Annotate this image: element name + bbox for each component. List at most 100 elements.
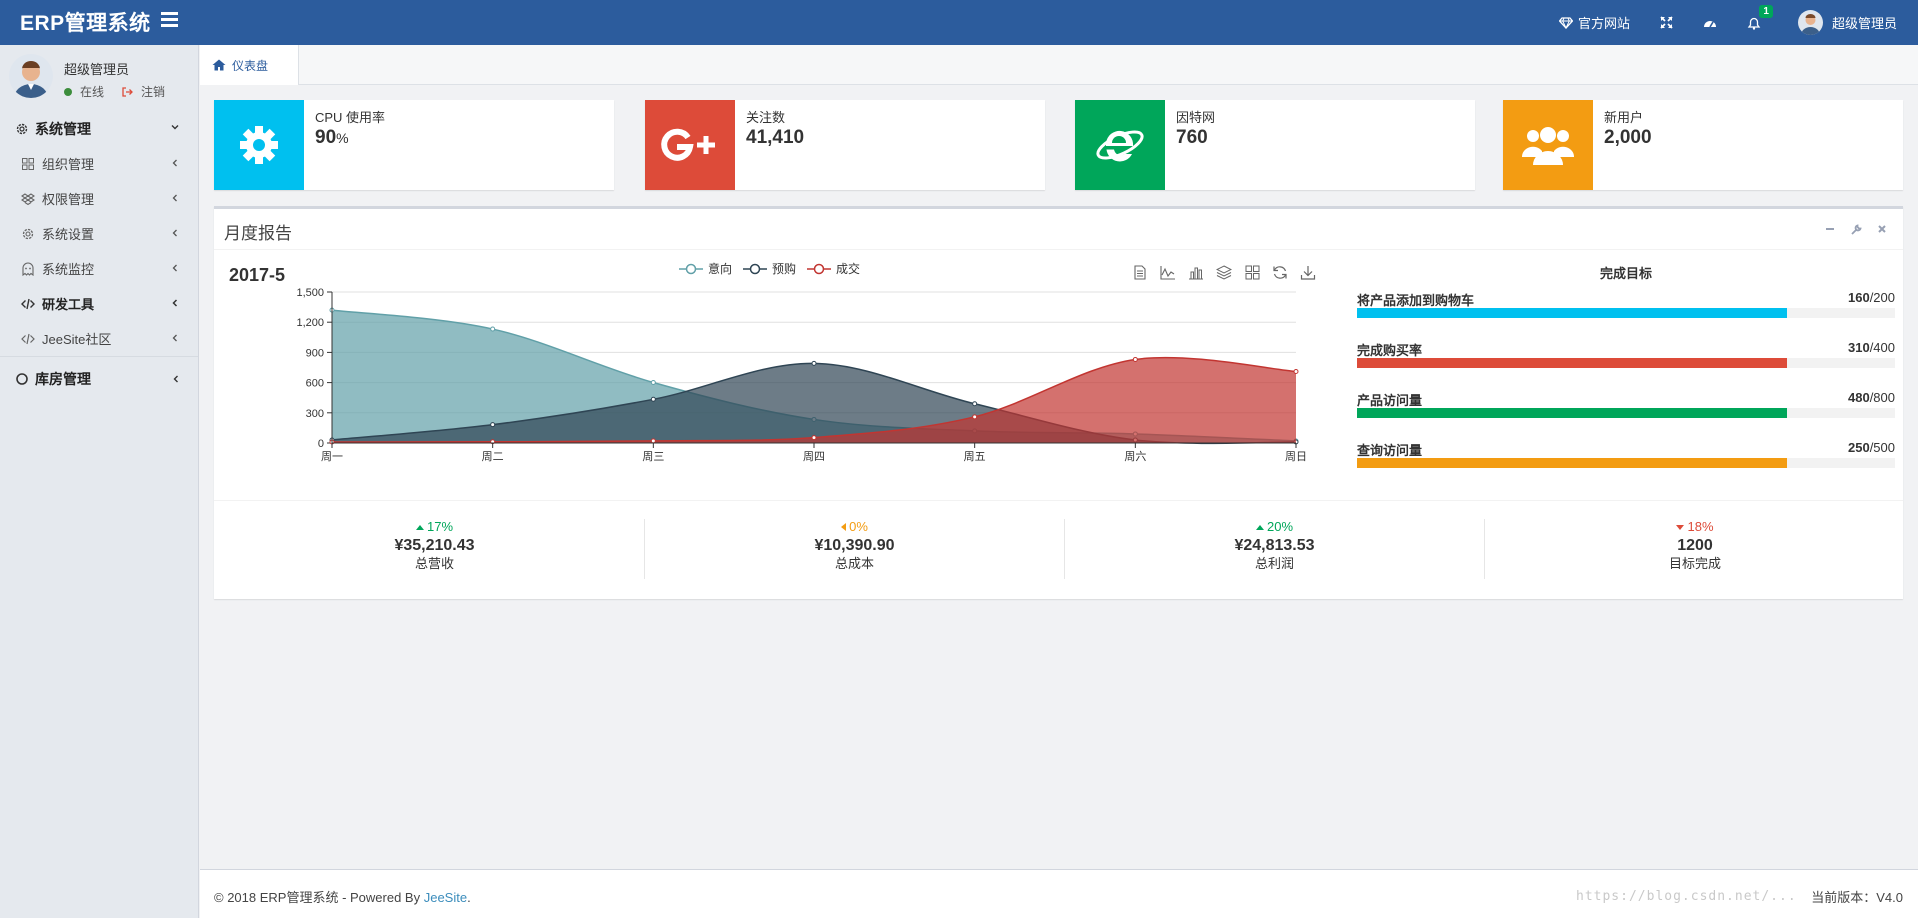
copyright: © 2018 ERP管理系统 - Powered By JeeSite.: [214, 887, 471, 906]
user-name: 超级管理员: [1831, 16, 1897, 31]
settings-button[interactable]: [1843, 220, 1869, 238]
goal-progress: 完成购买率 310/400: [1357, 340, 1895, 376]
user-status: 在线 注销: [64, 83, 165, 100]
data-point: [650, 396, 656, 402]
goal-total: /500: [1869, 440, 1895, 455]
stat-percentage: 18%: [1485, 519, 1905, 535]
tab-dashboard[interactable]: 仪表盘: [200, 45, 299, 85]
restore-button[interactable]: [1266, 262, 1294, 282]
legend-item-preorder[interactable]: 预购: [743, 260, 796, 277]
sidebar-item-monitor[interactable]: 系统监控: [0, 251, 198, 286]
tiled-button[interactable]: [1238, 262, 1266, 282]
info-box-label: 因特网: [1176, 110, 1216, 125]
brand-logo[interactable]: ERP管理系统: [20, 12, 151, 35]
data-view-button[interactable]: [1126, 262, 1154, 282]
sidebar-item-settings[interactable]: 系统设置: [0, 216, 198, 251]
goal-total: /800: [1869, 390, 1895, 405]
info-box-value: 760: [1176, 127, 1208, 148]
logout-link[interactable]: 注销: [141, 85, 166, 99]
menu-group-warehouse[interactable]: 库房管理: [0, 356, 198, 400]
info-box-label: CPU 使用率: [315, 110, 386, 125]
user-menu[interactable]: 超级管理员: [1783, 0, 1918, 45]
sidebar-item-community[interactable]: JeeSite社区: [0, 321, 198, 356]
progress-fill: [1357, 458, 1788, 468]
dropbox-icon: [21, 192, 35, 205]
stack-button[interactable]: [1210, 262, 1238, 282]
x-tick-label: 周五: [964, 450, 986, 463]
legend-item-deal[interactable]: 成交: [807, 260, 860, 277]
tab-bar: 仪表盘: [200, 45, 1918, 85]
copyright-suffix: .: [467, 890, 471, 905]
bar-chart-button[interactable]: [1182, 262, 1210, 282]
stat-value: ¥10,390.90: [814, 537, 895, 554]
refresh-icon: [1273, 265, 1287, 279]
top-nav: 官方网站 1 超级管理员: [1544, 0, 1918, 45]
close-button[interactable]: [1869, 220, 1895, 238]
avatar: [1797, 10, 1823, 35]
stat-value: 1200: [1677, 537, 1713, 554]
sidebar-item-label: 系统设置: [42, 227, 95, 242]
sidebar-item-label: 系统监控: [42, 262, 95, 277]
tiled-icon: [1245, 265, 1259, 279]
info-box-followers: 关注数 41,410: [645, 100, 1045, 190]
box-tools: [1817, 220, 1895, 238]
gear-icon: [22, 228, 34, 239]
legend-marker-icon: [679, 263, 703, 274]
stat-pct-text: 18%: [1687, 519, 1714, 534]
chevron-left-icon: [172, 299, 178, 307]
legend-item-intent[interactable]: 意向: [679, 260, 732, 277]
goal-label: 完成购买率: [1357, 343, 1423, 358]
official-site-link[interactable]: 官方网站: [1544, 0, 1645, 45]
chevron-left-icon: [172, 334, 177, 342]
circle-icon: [16, 372, 28, 385]
version-label: 当前版本：V4.0: [1811, 890, 1903, 905]
online-label: 在线: [80, 85, 105, 99]
document-icon: [1134, 264, 1146, 280]
info-box-value: 2,000: [1604, 127, 1652, 148]
diamond-icon: [1558, 16, 1573, 29]
goal-total: /400: [1869, 340, 1895, 355]
dashboard-button[interactable]: [1688, 0, 1732, 45]
page-footer: © 2018 ERP管理系统 - Powered By JeeSite. 当前版…: [200, 869, 1918, 918]
fullscreen-button[interactable]: [1645, 0, 1688, 45]
info-box-icon-bg: [1075, 100, 1165, 190]
line-chart-button[interactable]: [1154, 262, 1182, 282]
save-image-button[interactable]: [1294, 262, 1322, 282]
goal-done: 250: [1847, 440, 1870, 455]
info-box-cpu: CPU 使用率 90%: [214, 100, 614, 190]
stat-percentage: 20%: [1065, 519, 1484, 535]
online-status-icon: [64, 87, 72, 96]
goal-count: 480/800: [1848, 390, 1895, 405]
x-tick-label: 周六: [1124, 450, 1146, 463]
stat-pct-text: 17%: [426, 519, 454, 534]
sidebar-item-permissions[interactable]: 权限管理: [0, 181, 198, 216]
user-panel: 超级管理员 在线 注销: [0, 45, 198, 111]
progress-track: [1357, 458, 1895, 468]
bell-icon: [1747, 17, 1761, 30]
stat-pct-text: 0%: [849, 519, 868, 534]
sidebar-item-organization[interactable]: 组织管理: [0, 146, 198, 181]
info-box-icon-bg: [645, 100, 735, 190]
goal-label: 将产品添加到购物车: [1357, 293, 1475, 308]
watermark: https://blog.csdn.net/...: [1576, 889, 1797, 904]
notifications-button[interactable]: 1: [1732, 0, 1783, 45]
x-tick-label: 周一: [321, 450, 343, 463]
close-icon: [1878, 225, 1886, 233]
sidebar-toggle-button[interactable]: [158, 9, 182, 33]
sidebar-item-dev-tools[interactable]: 研发工具: [0, 286, 198, 321]
jeesite-link[interactable]: JeeSite: [423, 890, 468, 905]
progress-track: [1357, 358, 1895, 368]
info-box-value: 41,410: [746, 127, 805, 148]
monthly-report-box: 月度报告 2017-5 意向 预购 成交 0 300 600 900 1,200 1,50…: [214, 206, 1903, 599]
collapse-button[interactable]: [1817, 220, 1843, 238]
chevron-left-icon: [172, 264, 177, 272]
caret-down-icon: [1676, 525, 1685, 530]
chevron-left-icon: [173, 375, 178, 383]
progress-fill: [1357, 308, 1788, 318]
legend-marker-icon: [807, 263, 832, 274]
y-tick-label: 1,500: [296, 287, 324, 299]
caret-up-icon: [415, 525, 424, 530]
stat-percentage: 0%: [645, 519, 1064, 535]
menu-group-system[interactable]: 系统管理: [0, 111, 198, 146]
data-point: [1293, 369, 1299, 375]
